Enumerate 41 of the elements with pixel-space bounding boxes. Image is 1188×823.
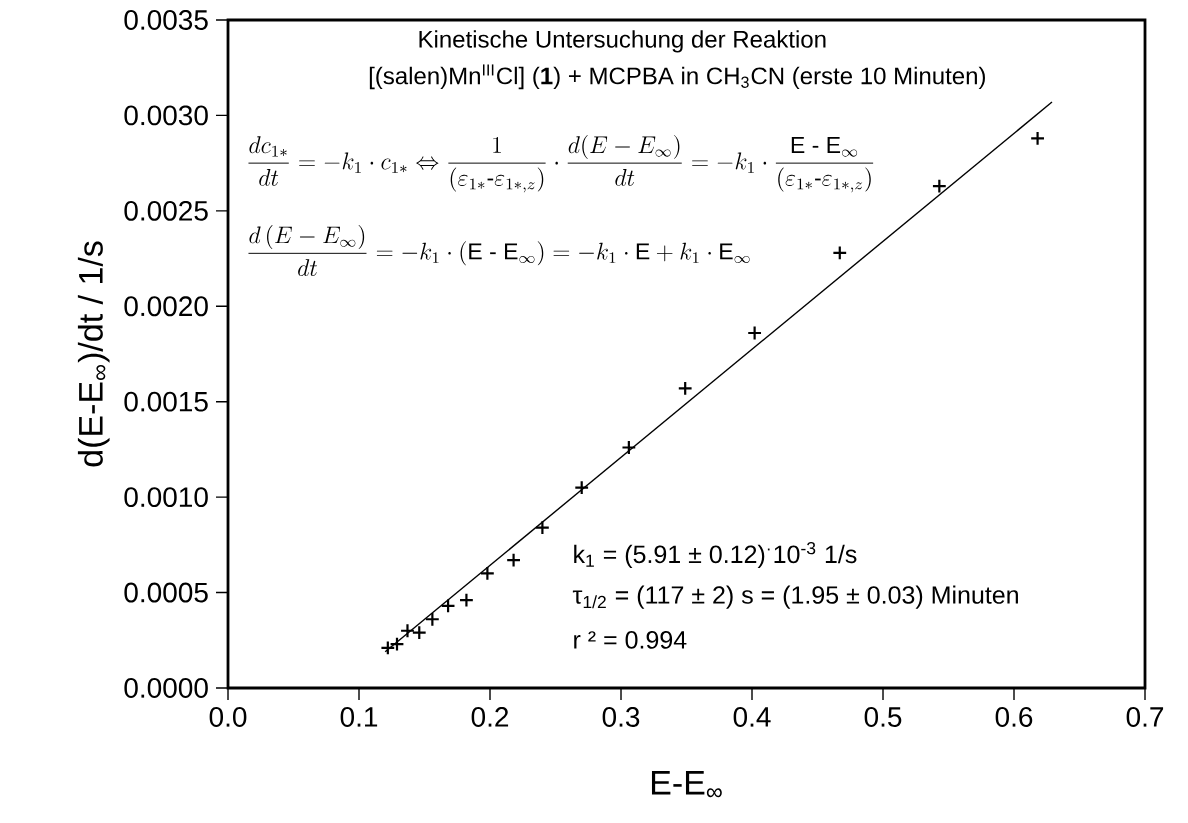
chart-title: Kinetische Untersuchung der Reaktion [419,30,826,53]
y-tick-label: 0.0010 [124,487,208,508]
y-tick-label: 0.0020 [124,296,208,317]
point [440,598,456,614]
point [574,480,590,496]
point [832,245,848,261]
y-tick-label: 0.0035 [124,10,208,30]
x-tick-label: 0.5 [864,707,902,727]
y-tick-label: 0.0030 [124,105,208,126]
text: [(salen)Mn$^{III}$Cl] (1) + MCPBA in CH$_{3}$CN (erste 10 Minuten) [369,64,985,90]
x-tick-label: 0.2 [471,707,509,727]
point [534,520,550,536]
y-axis-title: d(E-E$_{∞}$)/dt / 1/s [77,241,110,467]
y-tick-label: 0.0005 [124,582,208,603]
y-tick-label: 0.0000 [124,678,208,698]
annotation: k$_{1}$ = (5.91 ± 0.12)$^{·}$10$^{-3}$ 1/s [574,541,857,569]
x-axis-title: E-E$_{∞}$ [651,771,722,798]
point [458,592,474,608]
y-tick-label: 0.0025 [124,200,208,221]
annotation: $\frac{d\left(E-E_{\infty}\right)}{dt}=-k_1\cdot\left(\mathrm{E}\mbox{ - }\mathrm{E}_{\infty}\right)=-k_1\cdot\mathrm{E}+k_1\cdot\mathrm{E}_{\infty}$ [248,225,750,277]
point [677,380,693,396]
point [506,552,522,568]
point [747,325,763,341]
point [479,565,495,581]
annotation: r ² = 0.994 [574,631,687,649]
x-tick-label: 0.3 [602,707,640,727]
x-tick-label: 0.7 [1126,707,1164,727]
point [931,178,947,194]
point [389,636,405,652]
annotation: τ$_{1/2}$ = (117 ± 2) s = (1.95 ± 0.03) Minuten [572,585,1018,609]
annotation: $\frac{dc_{1*}}{dt}=-k_1\cdot c_{1*}\Leftrightarrow\frac{1}{\left(\varepsilon_{1*}\mbox{-}\varepsilon_{1*,z}\right)}\cdot\frac{d(E-E_{\infty})}{dt}=-k_1\cdot\frac{\mathrm{E}\mbox{ - }\mathrm{E}_{\infty}}{\left(\varepsilon_{1*}\mbox{-}\varepsilon_{1*,z}\right)}$ [248,134,874,193]
x-tick-label: 0.6 [995,707,1033,727]
x-tick-label: 0.4 [733,707,771,727]
x-tick-label: 0.1 [340,707,378,727]
point [424,611,440,627]
point [399,623,415,639]
point [411,625,427,641]
x-tick-label: 0.0 [209,707,247,727]
y-tick-label: 0.0015 [124,391,208,412]
point [621,440,637,456]
point [1030,130,1046,146]
